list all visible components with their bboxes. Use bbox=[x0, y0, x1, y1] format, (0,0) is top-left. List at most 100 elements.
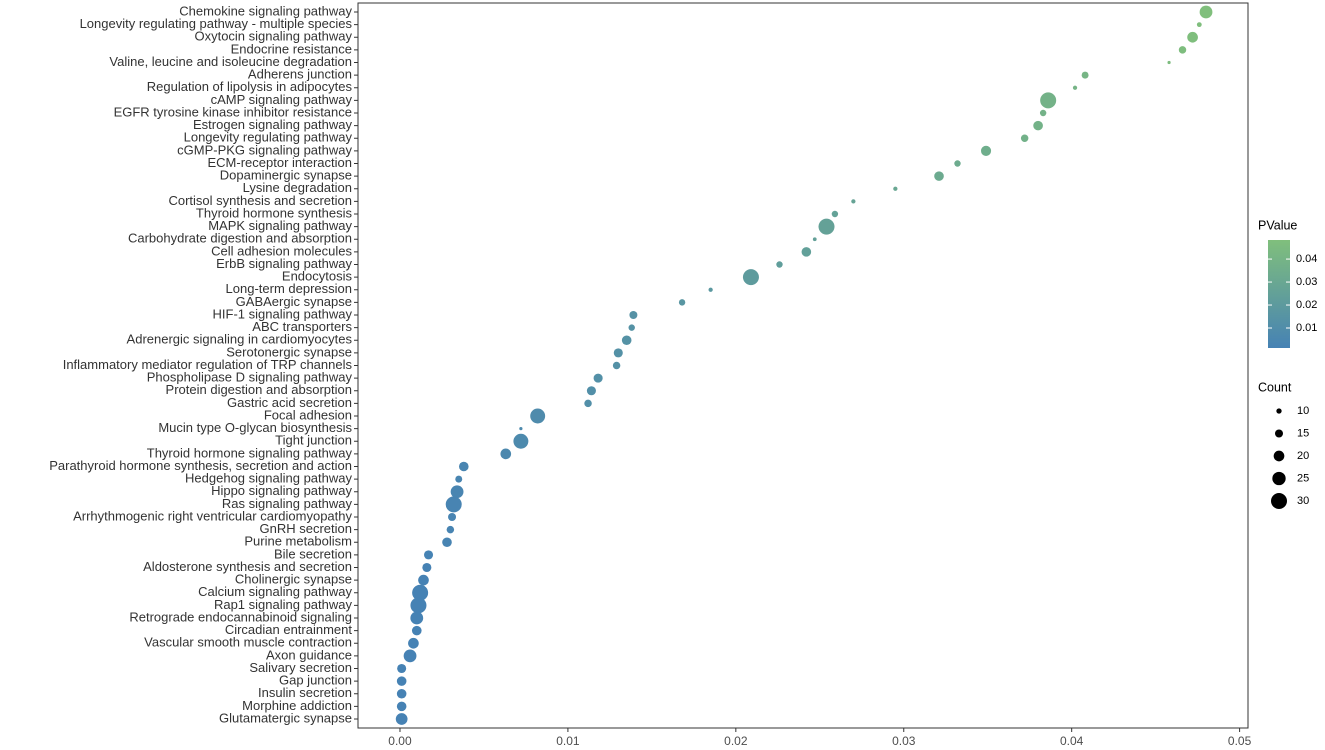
y-tick-label: Hedgehog signaling pathway bbox=[185, 471, 352, 486]
y-tick-label: Bile secretion bbox=[274, 546, 352, 561]
point bbox=[442, 537, 452, 548]
y-tick-label: Carbohydrate digestion and absorption bbox=[128, 231, 352, 246]
y-tick-label: Serotonergic synapse bbox=[226, 344, 352, 359]
size-label: 30 bbox=[1297, 495, 1309, 507]
point bbox=[445, 496, 462, 513]
point bbox=[980, 145, 992, 156]
point bbox=[628, 324, 635, 331]
y-tick-label: Vascular smooth muscle contraction bbox=[144, 635, 352, 650]
y-tick-label: Calcium signaling pathway bbox=[198, 584, 352, 599]
point bbox=[423, 550, 434, 560]
colorbar bbox=[1268, 240, 1290, 348]
plot-border bbox=[357, 2, 1249, 729]
y-tick-label: Endocytosis bbox=[282, 269, 353, 284]
point bbox=[396, 676, 407, 686]
point bbox=[934, 171, 944, 181]
point bbox=[776, 261, 783, 268]
point bbox=[801, 247, 812, 257]
point bbox=[408, 637, 419, 649]
y-tick-label: Estrogen signaling pathway bbox=[193, 117, 352, 132]
point bbox=[500, 448, 512, 460]
point bbox=[613, 348, 623, 358]
y-tick-label: Dopaminergic synapse bbox=[220, 168, 352, 183]
point bbox=[678, 299, 686, 306]
size-label: 10 bbox=[1297, 405, 1309, 417]
y-tick-label: Circadian entrainment bbox=[225, 622, 353, 637]
point bbox=[403, 649, 417, 663]
point bbox=[1199, 5, 1213, 19]
y-tick-label: Morphine addiction bbox=[242, 698, 352, 713]
point bbox=[812, 237, 817, 242]
point bbox=[395, 713, 408, 725]
y-tick-label: Hippo signaling pathway bbox=[211, 483, 352, 498]
y-tick-label: MAPK signaling pathway bbox=[208, 218, 352, 233]
y-tick-label: Tight junction bbox=[275, 433, 352, 448]
y-tick-label: Adrenergic signaling in cardiomyocytes bbox=[127, 332, 353, 347]
point bbox=[954, 160, 961, 167]
point bbox=[593, 373, 603, 383]
point bbox=[446, 525, 455, 534]
point bbox=[1081, 71, 1089, 79]
y-tick-label: Thyroid hormone signaling pathway bbox=[147, 445, 353, 460]
y-tick-label: Longevity regulating pathway bbox=[184, 130, 353, 145]
size-label: 20 bbox=[1297, 450, 1309, 462]
size-key bbox=[1275, 429, 1283, 438]
size-label: 25 bbox=[1297, 472, 1309, 484]
point bbox=[621, 335, 632, 346]
x-tick-label: 0.05 bbox=[1228, 734, 1252, 748]
color-legend-title: PValue bbox=[1258, 218, 1297, 232]
y-tick-label: Inflammatory mediator regulation of TRP … bbox=[63, 357, 353, 372]
y-tick-label: Ras signaling pathway bbox=[222, 496, 353, 511]
point bbox=[418, 574, 429, 586]
y-tick-label: GABAergic synapse bbox=[236, 294, 352, 309]
x-tick-label: 0.03 bbox=[892, 734, 916, 748]
y-tick-label: Lysine degradation bbox=[243, 180, 352, 195]
size-label: 15 bbox=[1297, 427, 1309, 439]
y-tick-label: Long-term depression bbox=[226, 281, 352, 296]
point bbox=[584, 399, 592, 408]
point bbox=[530, 408, 546, 424]
y-tick-label: ErbB signaling pathway bbox=[216, 256, 352, 271]
point bbox=[831, 210, 839, 218]
y-tick-label: Rap1 signaling pathway bbox=[214, 597, 353, 612]
y-tick-label: HIF-1 signaling pathway bbox=[213, 306, 353, 321]
point bbox=[458, 461, 469, 472]
size-key bbox=[1272, 471, 1286, 486]
point bbox=[519, 427, 523, 431]
x-tick-label: 0.01 bbox=[556, 734, 580, 748]
y-tick-label: Purine metabolism bbox=[244, 534, 352, 549]
y-tick-label: ECM-receptor interaction bbox=[208, 155, 353, 170]
point bbox=[1178, 46, 1187, 54]
point bbox=[422, 562, 432, 573]
point bbox=[1167, 60, 1171, 65]
point bbox=[412, 584, 429, 601]
y-tick-label: Gastric acid secretion bbox=[227, 395, 352, 410]
y-tick-label: ABC transporters bbox=[252, 319, 352, 334]
y-tick-label: Insulin secretion bbox=[258, 685, 352, 700]
point bbox=[742, 269, 759, 286]
size-key bbox=[1271, 493, 1287, 509]
point bbox=[513, 433, 529, 449]
y-tick-label: Cholinergic synapse bbox=[235, 572, 352, 587]
point bbox=[1033, 120, 1043, 131]
y-tick-label: EGFR tyrosine kinase inhibitor resistanc… bbox=[114, 104, 352, 119]
y-tick-label: Valine, leucine and isoleucine degradati… bbox=[109, 54, 352, 69]
x-tick-label: 0.04 bbox=[1060, 734, 1084, 748]
y-tick-label: Oxytocin signaling pathway bbox=[194, 29, 352, 44]
y-tick-label: Endocrine resistance bbox=[231, 41, 352, 56]
y-tick-label: Axon guidance bbox=[266, 647, 352, 662]
y-tick-label: Arrhythmogenic right ventricular cardiom… bbox=[73, 508, 352, 523]
point bbox=[1040, 92, 1057, 109]
y-tick-label: Focal adhesion bbox=[264, 407, 352, 422]
point bbox=[851, 199, 856, 204]
y-tick-label: Thyroid hormone synthesis bbox=[196, 205, 353, 220]
size-key bbox=[1276, 408, 1282, 414]
point bbox=[450, 485, 464, 499]
y-tick-label: Adherens junction bbox=[248, 67, 352, 82]
y-tick-label: Phospholipase D signaling pathway bbox=[147, 370, 353, 385]
point bbox=[612, 361, 621, 370]
point bbox=[448, 513, 457, 521]
point bbox=[396, 701, 407, 712]
y-tick-label: Longevity regulating pathway - multiple … bbox=[80, 16, 353, 31]
x-tick-label: 0.02 bbox=[724, 734, 748, 748]
